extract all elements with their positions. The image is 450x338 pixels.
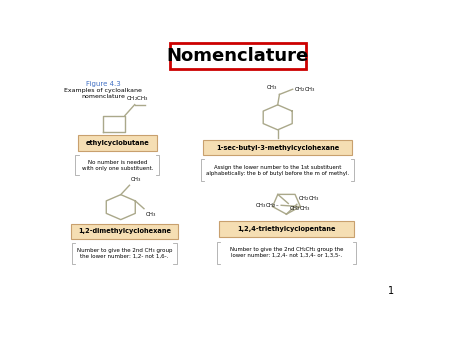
Text: 1,2-dimethylcyclohexane: 1,2-dimethylcyclohexane bbox=[78, 228, 171, 234]
FancyBboxPatch shape bbox=[77, 135, 157, 151]
Text: Figure 4.3: Figure 4.3 bbox=[86, 81, 121, 87]
FancyBboxPatch shape bbox=[203, 140, 352, 155]
FancyBboxPatch shape bbox=[219, 221, 354, 237]
Text: Assign the lower number to the 1st substituent
alphabetically: the b of butyl be: Assign the lower number to the 1st subst… bbox=[206, 165, 349, 176]
Text: 1-sec-butyl-3-methylcyclohexane: 1-sec-butyl-3-methylcyclohexane bbox=[216, 145, 339, 150]
Text: ethylcyclobutane: ethylcyclobutane bbox=[86, 140, 149, 146]
Text: CH$_3$: CH$_3$ bbox=[130, 175, 142, 184]
Text: CH$_2$CH$_3$: CH$_2$CH$_3$ bbox=[289, 204, 311, 213]
Text: 1,2,4-triethylcyclopentane: 1,2,4-triethylcyclopentane bbox=[237, 226, 336, 232]
Text: CH$_3$CH$_2$–: CH$_3$CH$_2$– bbox=[256, 201, 280, 210]
Text: CH$_3$: CH$_3$ bbox=[145, 210, 157, 219]
Text: CH$_2$CH$_3$: CH$_2$CH$_3$ bbox=[298, 195, 320, 203]
Text: Examples of cycloalkane
nomenclature: Examples of cycloalkane nomenclature bbox=[64, 88, 142, 99]
Text: CH$_2$CH$_3$: CH$_2$CH$_3$ bbox=[294, 85, 316, 94]
Text: CH$_3$: CH$_3$ bbox=[266, 83, 278, 92]
Text: No number is needed
with only one substituent.: No number is needed with only one substi… bbox=[81, 160, 153, 171]
FancyBboxPatch shape bbox=[71, 223, 178, 239]
Text: Number to give the 2nd CH₃ group
the lower number: 1,2- not 1,6-.: Number to give the 2nd CH₃ group the low… bbox=[76, 248, 172, 259]
Text: Number to give the 2nd CH₂CH₂ group the
lower number: 1,2,4- not 1,3,4- or 1,3,5: Number to give the 2nd CH₂CH₂ group the … bbox=[230, 247, 343, 258]
Text: CH$_2$CH$_3$: CH$_2$CH$_3$ bbox=[126, 94, 148, 102]
Text: 1: 1 bbox=[388, 286, 395, 296]
FancyBboxPatch shape bbox=[170, 43, 306, 69]
Text: Nomenclature: Nomenclature bbox=[166, 47, 309, 65]
Text: CH$_3$: CH$_3$ bbox=[272, 139, 284, 148]
